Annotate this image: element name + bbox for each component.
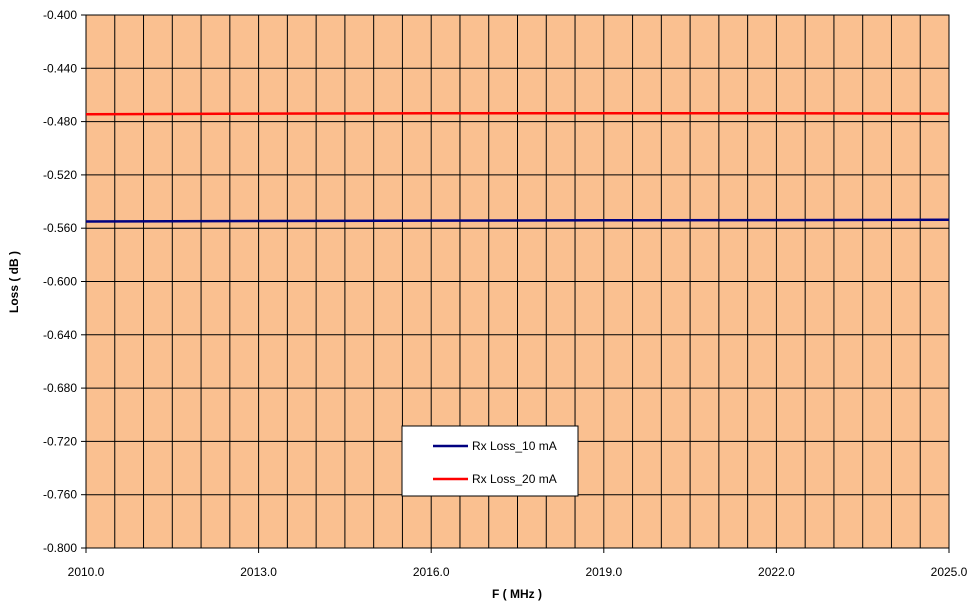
y-tick-label: -0.400 <box>43 8 77 22</box>
x-tick-label: 2013.0 <box>240 565 277 579</box>
y-tick-label: -0.480 <box>43 115 77 129</box>
x-tick-label: 2025.0 <box>931 565 968 579</box>
x-axis-title: F ( MHz ) <box>492 587 542 601</box>
y-tick-label: -0.560 <box>43 221 77 235</box>
y-tick-label: -0.600 <box>43 275 77 289</box>
series-line-1 <box>85 111 950 116</box>
y-tick-label: -0.680 <box>43 381 77 395</box>
x-tick-label: 2022.0 <box>758 565 795 579</box>
series-lines <box>85 111 950 223</box>
legend-label-rx-loss-20ma: Rx Loss_20 mA <box>472 472 557 486</box>
y-tick-label: -0.760 <box>43 488 77 502</box>
legend: Rx Loss_10 mA Rx Loss_20 mA <box>401 425 579 497</box>
y-tick-label: -0.800 <box>43 541 77 555</box>
series-line-0 <box>85 218 950 223</box>
x-tick-label: 2010.0 <box>68 565 105 579</box>
horizontal-gridlines <box>86 67 949 496</box>
legend-box <box>401 425 579 497</box>
x-tick-label: 2016.0 <box>413 565 450 579</box>
y-tick-label: -0.640 <box>43 328 77 342</box>
y-tick-label: -0.440 <box>43 61 77 75</box>
y-tick-label: -0.520 <box>43 168 77 182</box>
x-tick-label: 2019.0 <box>585 565 622 579</box>
y-axis-ticks: -0.400 -0.440 -0.480 -0.520 -0.560 -0.600 -0.6… <box>43 8 86 555</box>
y-tick-label: -0.720 <box>43 434 77 448</box>
y-axis-title: Loss ( dB ) <box>7 251 21 313</box>
x-axis-ticks: 2010.0 2013.0 2016.0 2019.0 2022.0 2025.0 <box>68 548 968 579</box>
legend-label-rx-loss-10ma: Rx Loss_10 mA <box>472 439 557 453</box>
